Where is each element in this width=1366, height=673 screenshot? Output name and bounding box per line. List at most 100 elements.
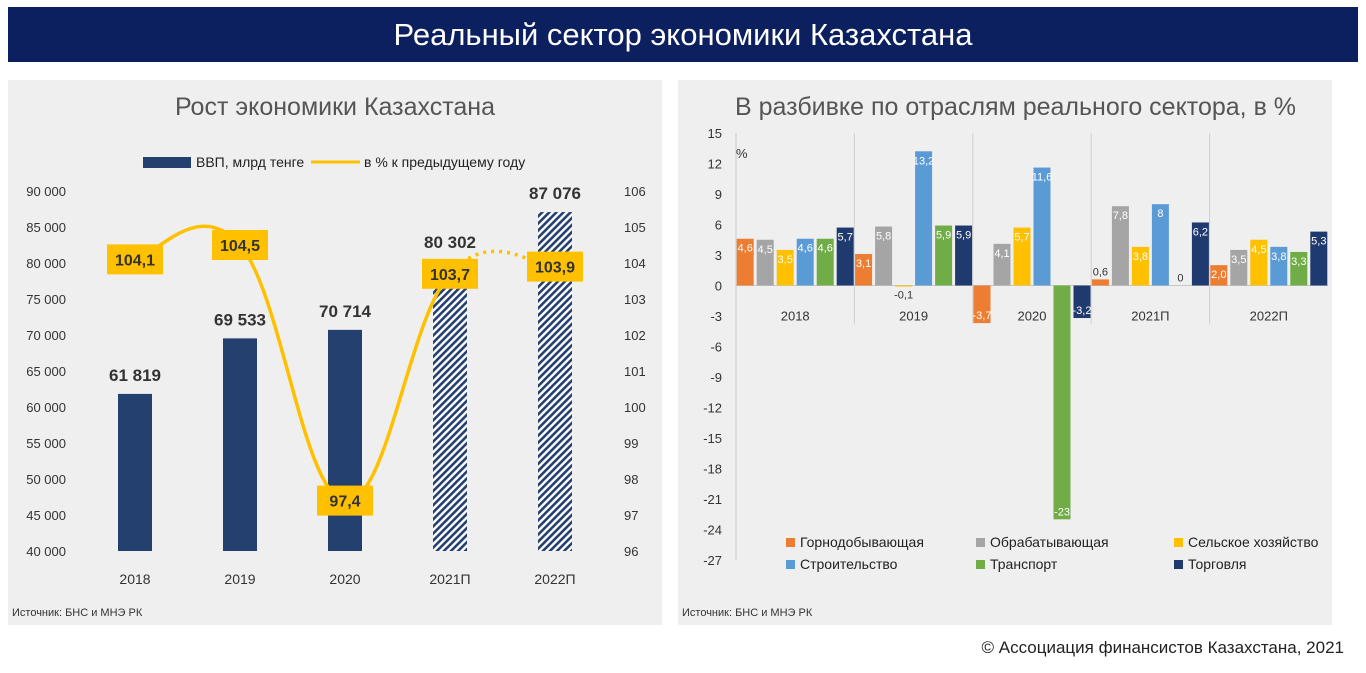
- sector-value-label: 3,3: [1291, 256, 1306, 268]
- sector-bar: [1270, 246, 1288, 286]
- x-tick-label: 2018: [781, 309, 810, 324]
- y2-tick-label: 104: [624, 256, 646, 271]
- y-tick-label: -18: [703, 462, 722, 477]
- gdp-value-label: 61 819: [109, 366, 161, 385]
- sector-value-label: 0,6: [1093, 266, 1108, 278]
- sector-value-label: 0: [1177, 273, 1183, 285]
- sector-value-label: 5,7: [1014, 232, 1029, 244]
- y-tick-label: 12: [708, 157, 722, 172]
- sector-bar: [1191, 222, 1209, 286]
- y-tick-label: -15: [703, 431, 722, 446]
- sector-bar: [1310, 231, 1328, 286]
- sector-value-label: 2,0: [1211, 269, 1226, 281]
- y-tick-label: -3: [710, 309, 722, 324]
- y-tick-label: 15: [708, 126, 722, 141]
- legend-label: Сельское хозяйство: [1188, 534, 1319, 550]
- gdp-value-label: 69 533: [214, 310, 266, 329]
- legend-swatch: [786, 538, 795, 547]
- y-tick-label: -21: [703, 492, 722, 507]
- legend-swatch: [786, 560, 795, 569]
- sector-bar: [796, 238, 814, 286]
- y2-tick-label: 105: [624, 220, 646, 235]
- x-tick-label: 2019: [224, 571, 255, 587]
- page-title: Реальный сектор экономики Казахстана: [393, 16, 973, 52]
- legend-label: Транспорт: [990, 556, 1058, 572]
- sector-value-label: 4,6: [818, 243, 833, 255]
- legend-label: Обрабатывающая: [990, 534, 1109, 550]
- sector-value-label: -3,2: [1073, 305, 1092, 317]
- y-tick-label: 40 000: [26, 544, 66, 559]
- sector-value-label: -0,1: [894, 290, 913, 302]
- sector-value-label: 5,3: [1311, 236, 1326, 248]
- sector-bar: [756, 239, 774, 286]
- sector-bar: [1210, 265, 1228, 286]
- y-tick-label: 45 000: [26, 508, 66, 523]
- sector-value-label: 4,6: [738, 243, 753, 255]
- y-tick-label: 0: [715, 279, 722, 294]
- y-tick-label: 50 000: [26, 472, 66, 487]
- legend-swatch: [1174, 560, 1183, 569]
- sector-bar: [816, 238, 834, 286]
- sector-bar: [895, 285, 913, 287]
- left-source-note: Источник: БНС и МНЭ РК: [12, 607, 143, 619]
- legend-label: Горнодобывающая: [800, 534, 924, 550]
- growth-label-box: [317, 485, 373, 516]
- sector-value-label: -3,7: [973, 310, 992, 322]
- sector-value-label: 7,8: [1113, 210, 1128, 222]
- y2-tick-label: 97: [624, 508, 638, 523]
- sector-value-label: 13,2: [913, 155, 934, 167]
- gdp-value-label: 80 302: [424, 233, 476, 252]
- sector-bar: [973, 285, 991, 324]
- y2-tick-label: 101: [624, 364, 646, 379]
- growth-label-box: [107, 244, 163, 275]
- sector-bar: [955, 225, 973, 286]
- y-tick-label: -9: [710, 370, 722, 385]
- sector-value-label: 11,6: [1032, 172, 1053, 184]
- legend-label: Строительство: [800, 556, 898, 572]
- sector-bar: [1250, 239, 1268, 286]
- chart-title: Рост экономики Казахстана: [175, 93, 495, 121]
- copyright-footer: © Ассоциация финансистов Казахстана, 202…: [981, 638, 1344, 657]
- legend-swatch: [976, 538, 985, 547]
- y-tick-label: 75 000: [26, 292, 66, 307]
- growth-label-box: [212, 230, 268, 260]
- y2-tick-label: 100: [624, 400, 646, 415]
- sector-value-label: 4,6: [798, 243, 813, 255]
- growth-value-label: 104,5: [220, 238, 260, 255]
- sector-value-label: 5,9: [956, 230, 971, 242]
- sector-bar: [1230, 249, 1248, 286]
- legend-swatch: [1174, 538, 1183, 547]
- y-tick-label: 9: [715, 187, 722, 202]
- sector-bar: [993, 243, 1011, 286]
- y2-tick-label: 98: [624, 472, 638, 487]
- legend-gdp-label: ВВП, млрд тенге: [196, 154, 304, 170]
- y2-tick-label: 106: [624, 184, 646, 199]
- page-header: Реальный сектор экономики Казахстана: [8, 7, 1358, 62]
- y-tick-label: 65 000: [26, 364, 66, 379]
- sector-bar: [1013, 227, 1031, 286]
- x-tick-label: 2022П: [534, 571, 575, 587]
- y-tick-label: 55 000: [26, 436, 66, 451]
- gdp-chart-panel: Рост экономики Казахстана ВВП, млрд тенге…: [8, 80, 662, 625]
- y2-tick-label: 103: [624, 292, 646, 307]
- sector-value-label: 3,5: [1231, 254, 1246, 266]
- growth-label-box: [422, 258, 478, 289]
- sector-value-label: 3,8: [1133, 251, 1148, 263]
- growth-label-box: [527, 251, 583, 282]
- y-tick-label: 80 000: [26, 256, 66, 271]
- sector-bar: [1151, 204, 1169, 286]
- sector-bar: [736, 238, 754, 286]
- gdp-bar: [433, 260, 467, 551]
- x-tick-label: 2021П: [429, 571, 470, 587]
- y-tick-label: 6: [715, 218, 722, 233]
- sector-bar: [915, 151, 933, 286]
- y-tick-label: -6: [710, 340, 722, 355]
- y2-tick-label: 102: [624, 328, 646, 343]
- sector-value-label: 4,5: [1251, 244, 1266, 256]
- legend-gdp-swatch: [143, 157, 191, 168]
- legend-swatch: [976, 560, 985, 569]
- gdp-bar: [328, 329, 362, 551]
- y-tick-label: 85 000: [26, 220, 66, 235]
- chart-title: В разбивке по отраслям реального сектора…: [735, 93, 1296, 121]
- sector-value-label: 6,2: [1193, 226, 1208, 238]
